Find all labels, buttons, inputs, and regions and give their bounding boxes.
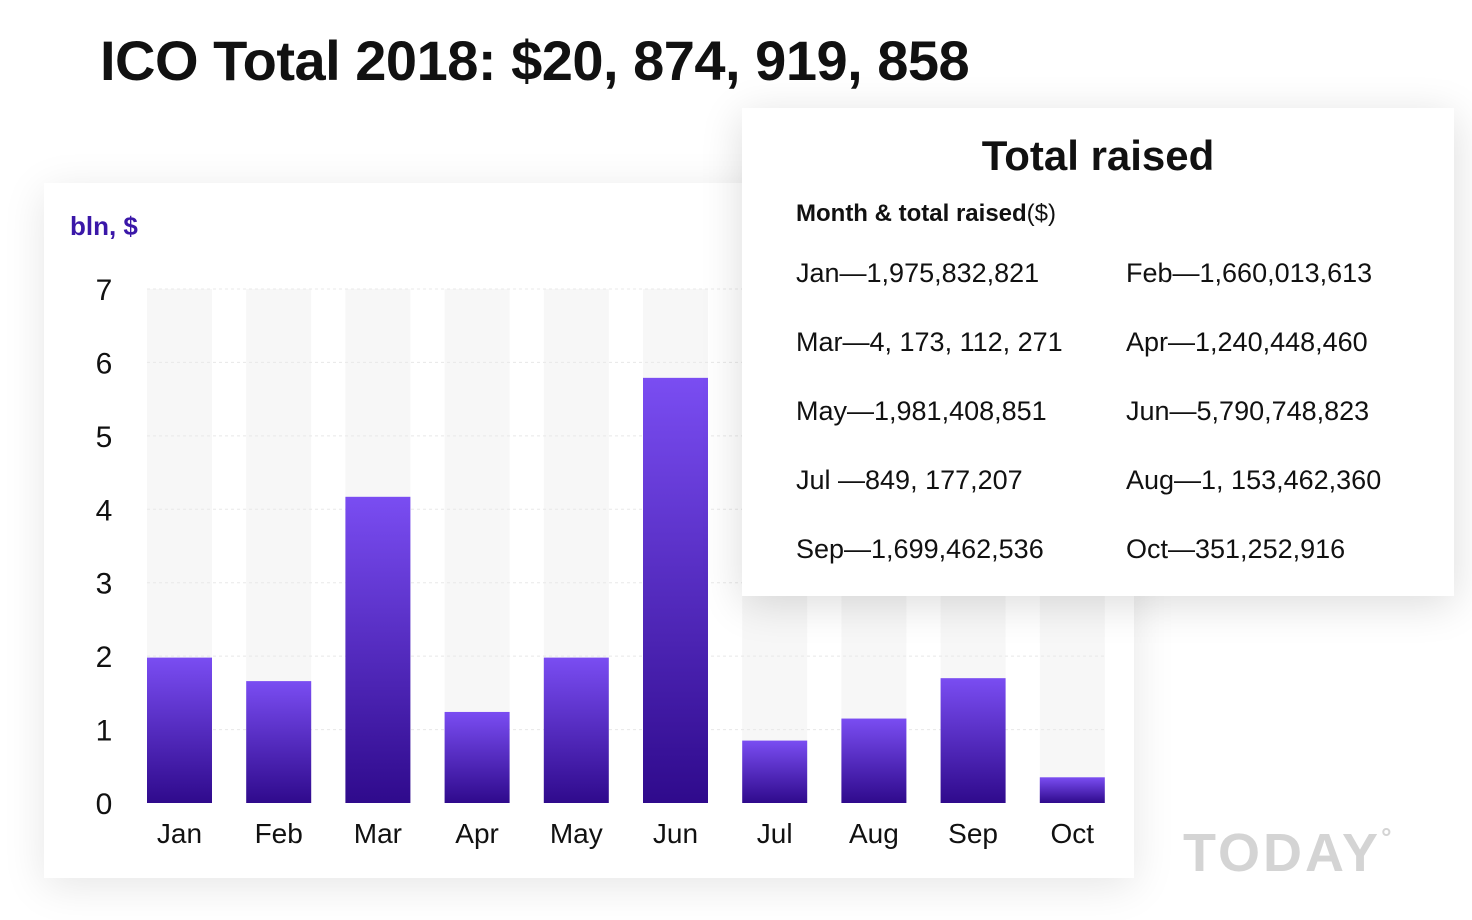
bar-jun <box>643 377 708 803</box>
x-tick-label: Sep <box>948 818 998 849</box>
y-tick-label: 4 <box>96 494 113 527</box>
bar-jul <box>742 740 808 803</box>
x-tick-label: May <box>550 818 603 849</box>
x-tick-label: Aug <box>849 818 899 849</box>
x-tick-label: Feb <box>255 818 303 849</box>
x-tick-label: Mar <box>354 818 402 849</box>
month-total-entry: Jan—1,975,832,821 <box>796 258 1040 288</box>
bar-apr <box>444 711 510 803</box>
month-total-entry: Sep—1,699,462,536 <box>796 534 1044 564</box>
month-total-entry: Oct—351,252,916 <box>1126 534 1346 564</box>
y-tick-label: 0 <box>96 788 113 821</box>
bar-aug <box>841 718 907 803</box>
x-tick-label: Jan <box>157 818 202 849</box>
month-total-entry: Feb—1,660,013,613 <box>1126 258 1373 288</box>
y-tick-label: 6 <box>96 347 113 380</box>
y-tick-label: 5 <box>96 421 113 454</box>
panel-title: Total raised <box>981 132 1215 179</box>
bar-jan <box>147 657 212 803</box>
bar-sep <box>940 678 1006 803</box>
y-tick-label: 7 <box>96 274 113 307</box>
x-tick-label: Jun <box>653 818 698 849</box>
y-tick-label: 3 <box>96 568 113 601</box>
panel-subtitle: Month & total raised($) <box>796 200 1056 228</box>
y-tick-label: 2 <box>96 641 113 674</box>
month-total-entry: Mar—4, 173, 112, 271 <box>796 327 1063 357</box>
total-raised-panel: Total raised Month & total raised($) Jan… <box>742 108 1454 596</box>
watermark-mark: ° <box>1381 822 1392 852</box>
month-total-entry: Apr—1,240,448,460 <box>1126 327 1368 357</box>
bar-may <box>543 657 609 803</box>
panel-subtitle-unit: ($) <box>1026 200 1057 227</box>
page-title: ICO Total 2018: $20, 874, 919, 858 <box>100 29 970 92</box>
panel-subtitle-label: Month & total raised <box>796 200 1027 227</box>
today-watermark-logo: TODAY° <box>1183 822 1391 884</box>
bar-oct <box>1039 777 1105 803</box>
x-tick-label: Oct <box>1051 818 1095 849</box>
watermark-text: TODAY <box>1183 823 1382 883</box>
month-total-entry: May—1,981,408,851 <box>796 396 1047 426</box>
y-tick-label: 1 <box>96 715 113 748</box>
month-total-entry: Jun—5,790,748,823 <box>1126 396 1370 426</box>
bar-mar <box>345 496 411 803</box>
x-tick-label: Apr <box>455 818 499 849</box>
monthly-totals-list: Jan—1,975,832,821 Feb—1,660,013,613 Mar—… <box>796 253 1436 598</box>
bar-feb <box>246 681 312 803</box>
month-total-entry: Jul —849, 177,207 <box>796 465 1023 495</box>
y-axis-unit-label: bln, $ <box>70 211 138 241</box>
x-tick-label: Jul <box>757 818 793 849</box>
month-total-entry: Aug—1, 153,462,360 <box>1126 465 1382 495</box>
